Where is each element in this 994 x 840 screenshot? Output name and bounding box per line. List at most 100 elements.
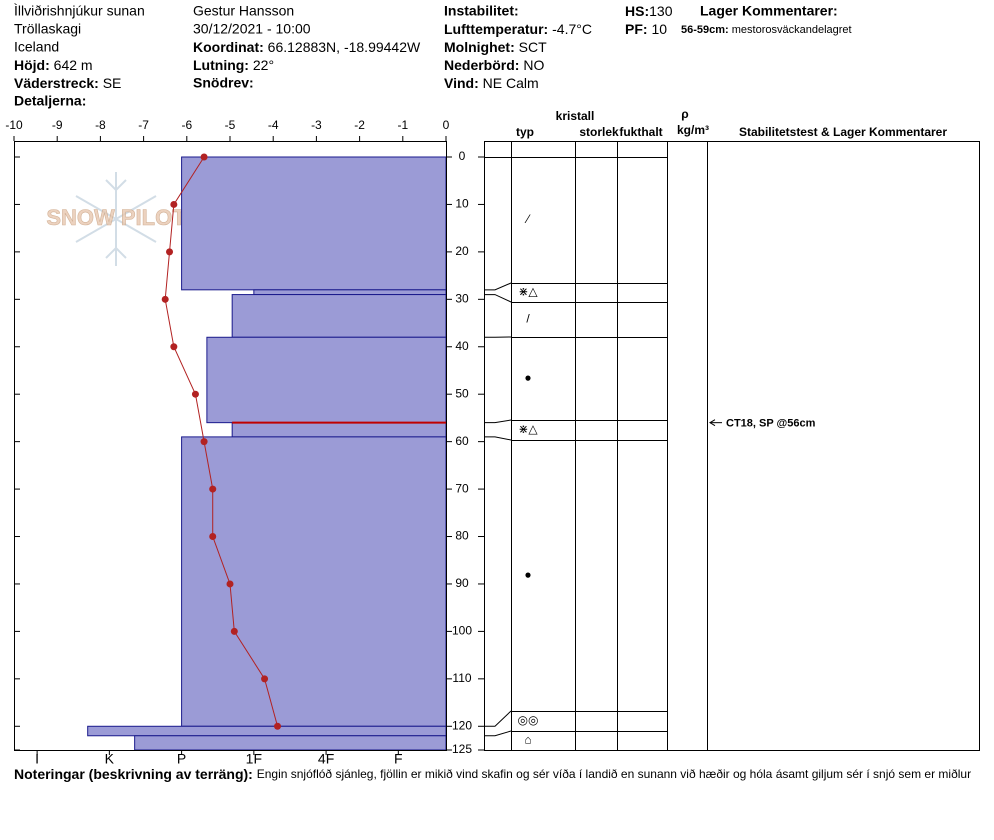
temperature-point	[274, 722, 282, 730]
range: Tröllaskagi	[14, 21, 81, 37]
y-tick-label: 10	[455, 197, 469, 211]
layer-connector	[484, 436, 512, 441]
y-tick-label: 80	[455, 529, 469, 543]
hardness-layer	[231, 294, 447, 338]
notes: Noteringar (beskrivning av terräng): Eng…	[14, 766, 971, 782]
value: -4.7°C	[552, 21, 592, 37]
col-header: Stabilitetstest & Lager Kommentarer	[739, 125, 947, 139]
air-temperature: Lufttemperatur: -4.7°C	[444, 21, 592, 37]
layer-comment: 56-59cm: mestorosväckandelagret	[681, 24, 852, 36]
aspect: Väderstreck: SE	[14, 75, 121, 91]
table-frame	[484, 141, 980, 751]
hardness-tick-label: P	[177, 751, 186, 767]
y-tick-label: 60	[455, 434, 469, 448]
value: 10	[651, 21, 667, 37]
label: Vind:	[444, 75, 479, 91]
hardness-tick-label: F	[394, 751, 403, 767]
elevation: Höjd: 642 m	[14, 57, 93, 73]
value: 130	[649, 3, 673, 19]
y-tick-label: 0	[459, 149, 466, 163]
range: 56-59cm:	[681, 24, 729, 36]
y-tick-label: 40	[455, 339, 469, 353]
label: Nederbörd:	[444, 57, 519, 73]
label: HS:	[625, 3, 649, 19]
hardness-layer	[206, 336, 447, 424]
watermark	[75, 172, 157, 266]
temperature-point	[170, 200, 178, 208]
x-tick-label: -10	[5, 118, 23, 132]
stability-test: CT18, SP @56cm	[726, 418, 816, 430]
value: 22°	[253, 57, 274, 73]
temperature-point	[261, 675, 269, 683]
y-tick-label: 30	[455, 291, 469, 305]
value: NO	[523, 57, 544, 73]
hardness-layer	[181, 156, 447, 291]
temperature-point	[200, 438, 208, 446]
precipitation: Nederbörd: NO	[444, 57, 544, 73]
x-tick-label: -3	[311, 118, 322, 132]
label: Koordinat:	[193, 39, 264, 55]
annotation-arrowhead	[709, 419, 716, 427]
text: mestorosväckandelagret	[732, 24, 852, 36]
sky: Molnighet: SCT	[444, 39, 547, 55]
country: Iceland	[14, 39, 59, 55]
x-tick-label: -1	[397, 118, 408, 132]
y-tick-label: 20	[455, 244, 469, 258]
plot-frame	[14, 141, 447, 751]
layer-connector	[484, 419, 512, 424]
y-tick-label: 110	[452, 671, 471, 685]
grain-form: ●	[524, 371, 531, 385]
label: Väderstreck:	[14, 75, 99, 91]
x-tick-label: -7	[138, 118, 149, 132]
grain-form: ⁄	[524, 212, 531, 226]
temperature-point	[209, 485, 217, 493]
layer-connector	[484, 730, 512, 737]
temperature-point	[209, 533, 217, 541]
x-tick-label: -2	[354, 118, 365, 132]
layer-connector	[484, 294, 512, 303]
layer-connector	[484, 710, 512, 727]
hardness-tick-label: K	[105, 751, 115, 767]
col-header: storlek	[579, 125, 619, 139]
value: 642 m	[54, 57, 93, 73]
hardness-layer	[181, 436, 447, 727]
details-label: Detaljerna:	[14, 93, 86, 109]
label: Höjd:	[14, 57, 50, 73]
col-header: kristall	[556, 109, 595, 123]
hardness-tick-label: 1F	[246, 751, 262, 767]
watermark-text: SNOW PILOT	[46, 205, 186, 230]
x-tick-label: 0	[443, 118, 450, 132]
hardness-layer	[231, 422, 447, 438]
col-header: kg/m³	[677, 123, 709, 137]
layer-connector	[484, 282, 512, 291]
value: 66.12883N, -18.99442W	[268, 39, 421, 55]
x-tick-label: -4	[268, 118, 279, 132]
y-tick-label: 125	[452, 742, 472, 756]
wind: Vind: NE Calm	[444, 75, 539, 91]
observer: Gestur Hansson	[193, 3, 294, 19]
notes-label: Noteringar (beskrivning av terräng):	[14, 766, 253, 782]
temperature-point	[200, 153, 208, 161]
temperature-point	[166, 248, 174, 256]
col-header: ρ	[681, 107, 688, 121]
hardness-tick-label: 4F	[318, 751, 334, 767]
label: Lutning:	[193, 57, 249, 73]
col-header: typ	[516, 125, 534, 139]
instability-label: Instabilitet:	[444, 3, 519, 19]
grain-form: ⋇△	[518, 422, 538, 436]
label: Molnighet:	[444, 39, 515, 55]
hs: HS:130	[625, 3, 673, 19]
value: SE	[103, 75, 122, 91]
datetime: 30/12/2021 - 10:00	[193, 21, 311, 37]
label: Lufttemperatur:	[444, 21, 548, 37]
x-tick-label: -9	[52, 118, 63, 132]
hardness-layer	[134, 735, 447, 751]
y-tick-label: 70	[455, 481, 469, 495]
wind-loading-label: Snödrev:	[193, 75, 254, 91]
pf: PF: 10	[625, 21, 667, 37]
layer-comments-label: Lager Kommentarer:	[700, 3, 838, 19]
x-tick-label: -6	[181, 118, 192, 132]
notes-text: Engin snjóflóð sjánleg, fjöllin er mikið…	[257, 767, 971, 781]
grain-form: ⌂	[524, 733, 531, 747]
temperature-point	[170, 343, 178, 351]
